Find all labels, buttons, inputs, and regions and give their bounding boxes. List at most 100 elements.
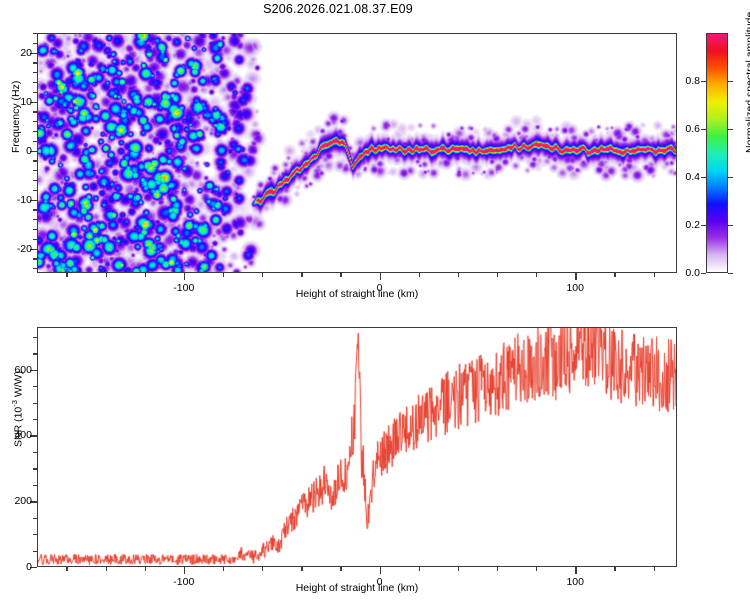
y-tick-label: 400	[14, 429, 32, 442]
colorbar-group	[706, 33, 728, 273]
x-minor-tick	[653, 567, 655, 571]
x-tick-label: -100	[173, 282, 195, 294]
colorbar-tick	[701, 81, 706, 83]
y-minor-tick	[33, 111, 37, 113]
x-minor-tick	[536, 567, 538, 571]
colorbar-tick-label: 0.8	[685, 75, 700, 87]
y-minor-tick	[33, 517, 37, 519]
y-minor-tick	[33, 140, 37, 143]
x-tick-label: 0	[376, 282, 383, 294]
y-tick-label: 600	[14, 363, 32, 376]
y-minor-tick	[33, 419, 37, 421]
y-minor-tick	[33, 484, 37, 487]
x-minor-tick	[105, 567, 107, 571]
y-minor-tick	[33, 353, 37, 355]
y-minor-tick	[33, 62, 37, 64]
x-minor-tick	[457, 567, 460, 571]
y-minor-tick	[33, 170, 37, 172]
x-minor-tick	[496, 567, 499, 571]
x-tick-label: 100	[566, 576, 584, 588]
y-minor-tick	[33, 258, 37, 260]
y-major-tick	[30, 369, 37, 372]
y-minor-tick	[33, 160, 37, 162]
y-tick-label: 200	[14, 495, 32, 508]
y-minor-tick	[33, 72, 37, 74]
y-minor-tick	[33, 386, 37, 388]
colorbar-tick	[701, 225, 706, 227]
y-minor-tick	[33, 238, 37, 240]
y-minor-tick	[33, 42, 37, 45]
y-minor-tick	[33, 130, 37, 133]
x-major-tick	[183, 567, 186, 574]
spectrogram-ylabel: Frequency (Hz)	[10, 80, 22, 153]
x-tick-label: 100	[566, 282, 584, 294]
x-major-tick	[575, 567, 577, 574]
y-major-tick	[30, 248, 37, 250]
y-tick-label: 0	[26, 144, 32, 157]
x-minor-tick	[340, 567, 342, 571]
x-minor-tick	[614, 567, 616, 571]
y-major-tick	[30, 101, 37, 103]
colorbar-tick-label: 0.2	[685, 219, 700, 231]
y-major-tick	[30, 199, 37, 201]
x-minor-tick	[614, 273, 616, 277]
snr-line-plot	[38, 328, 676, 566]
x-minor-tick	[496, 273, 499, 277]
spectrogram-axes	[37, 33, 677, 273]
x-minor-tick	[340, 273, 342, 277]
y-minor-tick	[33, 534, 37, 536]
colorbar-tick	[701, 273, 706, 275]
colorbar-tick	[728, 81, 733, 83]
x-major-tick	[575, 273, 577, 280]
x-tick-label: 0	[376, 576, 383, 588]
y-minor-tick	[33, 179, 37, 182]
x-minor-tick	[66, 273, 68, 277]
x-major-tick	[183, 273, 186, 280]
snr-xlabel: Height of straight line (km)	[295, 582, 419, 594]
x-minor-tick	[262, 273, 264, 277]
x-minor-tick	[144, 273, 146, 277]
x-tick-label: -100	[173, 576, 195, 588]
colorbar-gradient	[707, 34, 727, 272]
x-minor-tick	[222, 567, 225, 571]
y-major-tick	[30, 435, 37, 437]
x-minor-tick	[105, 273, 107, 277]
colorbar-tick	[728, 225, 733, 227]
y-major-tick	[30, 567, 37, 569]
snr-ylabel: SNR (10-3 W/W)	[10, 370, 25, 447]
y-minor-tick	[33, 402, 37, 404]
y-minor-tick	[33, 121, 37, 123]
y-minor-tick	[33, 91, 37, 94]
y-minor-tick	[33, 336, 37, 339]
y-minor-tick	[33, 468, 37, 470]
colorbar-tick	[728, 129, 733, 131]
snr-axes	[37, 327, 677, 567]
x-minor-tick	[418, 273, 420, 277]
colorbar-tick-label: 0.6	[685, 123, 700, 135]
x-minor-tick	[222, 273, 225, 277]
figure-title: S206.2026.021.08.37.E09	[263, 2, 413, 16]
y-tick-label: 0	[26, 561, 32, 573]
x-minor-tick	[418, 567, 420, 571]
y-tick-label: -20	[16, 242, 32, 255]
colorbar-tick-label: 0.4	[685, 171, 700, 183]
y-major-tick	[30, 501, 37, 503]
colorbar-tick	[701, 177, 706, 179]
x-minor-tick	[536, 273, 538, 277]
spectrogram-xlabel: Height of straight line (km)	[295, 288, 419, 300]
y-major-tick	[30, 52, 37, 54]
x-major-tick	[379, 273, 381, 280]
x-minor-tick	[457, 273, 460, 277]
y-minor-tick	[33, 451, 37, 454]
y-tick-label: 20	[20, 46, 32, 59]
x-minor-tick	[262, 567, 264, 571]
y-minor-tick	[33, 209, 37, 211]
y-minor-tick	[33, 268, 37, 270]
x-minor-tick	[144, 567, 146, 571]
y-tick-label: 10	[20, 95, 32, 108]
colorbar-label: Normalized spectral amplitude	[744, 11, 750, 153]
x-minor-tick	[301, 273, 303, 277]
colorbar-tick	[728, 177, 733, 179]
y-minor-tick	[33, 81, 37, 84]
spectrogram-image	[38, 34, 676, 272]
